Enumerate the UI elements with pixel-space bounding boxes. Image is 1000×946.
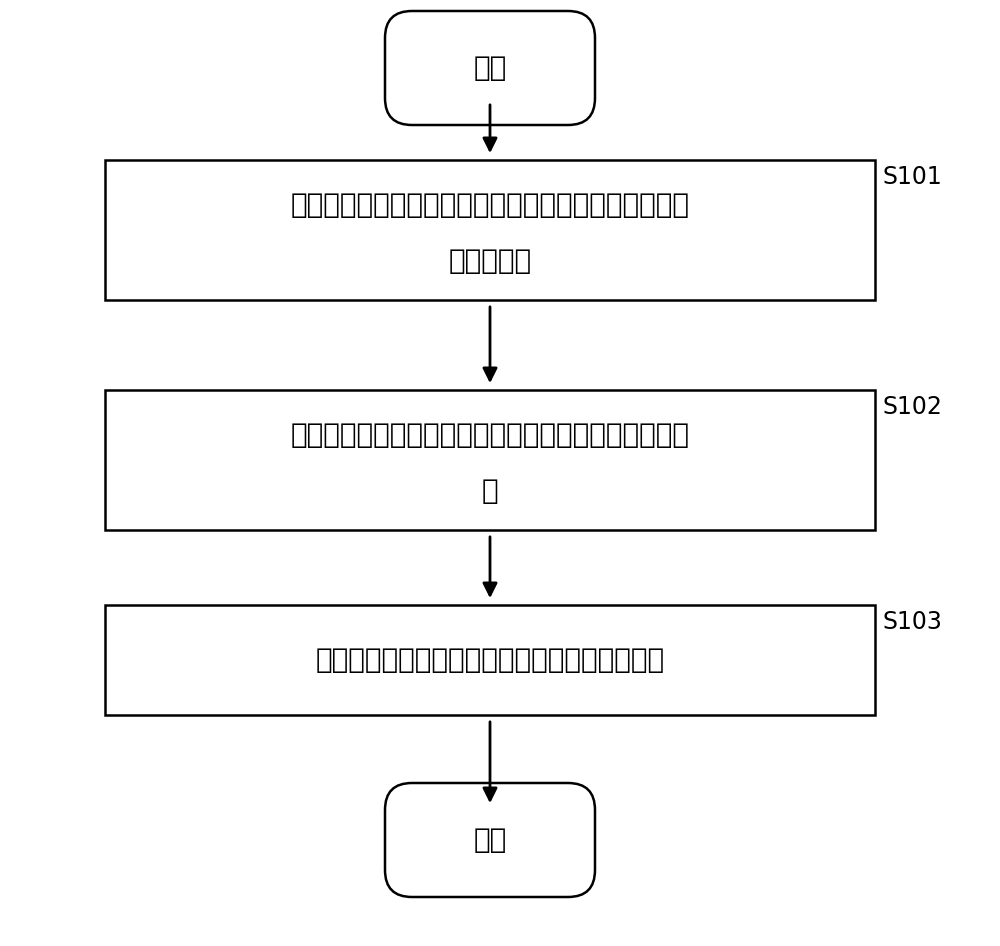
Text: 液: 液 <box>482 477 498 505</box>
Bar <box>105 605 875 715</box>
Text: S101: S101 <box>883 165 943 189</box>
Text: 获取量子点纯化废液；其中，所述量子点纯化废液中包: 获取量子点纯化废液；其中，所述量子点纯化废液中包 <box>290 191 690 219</box>
Text: 将所述量子点纯化废液进行蒸馏，得到烷烃和醇的混合: 将所述量子点纯化废液进行蒸馏，得到烷烃和醇的混合 <box>290 421 690 448</box>
Text: 将待纯化的量子点放置在所述混合液中进行纯化: 将待纯化的量子点放置在所述混合液中进行纯化 <box>315 646 665 674</box>
FancyBboxPatch shape <box>385 11 595 125</box>
Bar <box>105 160 875 300</box>
Bar <box>105 390 875 530</box>
Text: S103: S103 <box>883 610 943 634</box>
FancyBboxPatch shape <box>385 783 595 897</box>
Text: 结束: 结束 <box>473 826 507 854</box>
Text: S102: S102 <box>883 395 943 419</box>
Text: 开始: 开始 <box>473 54 507 82</box>
Text: 括烷烃和醇: 括烷烃和醇 <box>448 247 532 274</box>
